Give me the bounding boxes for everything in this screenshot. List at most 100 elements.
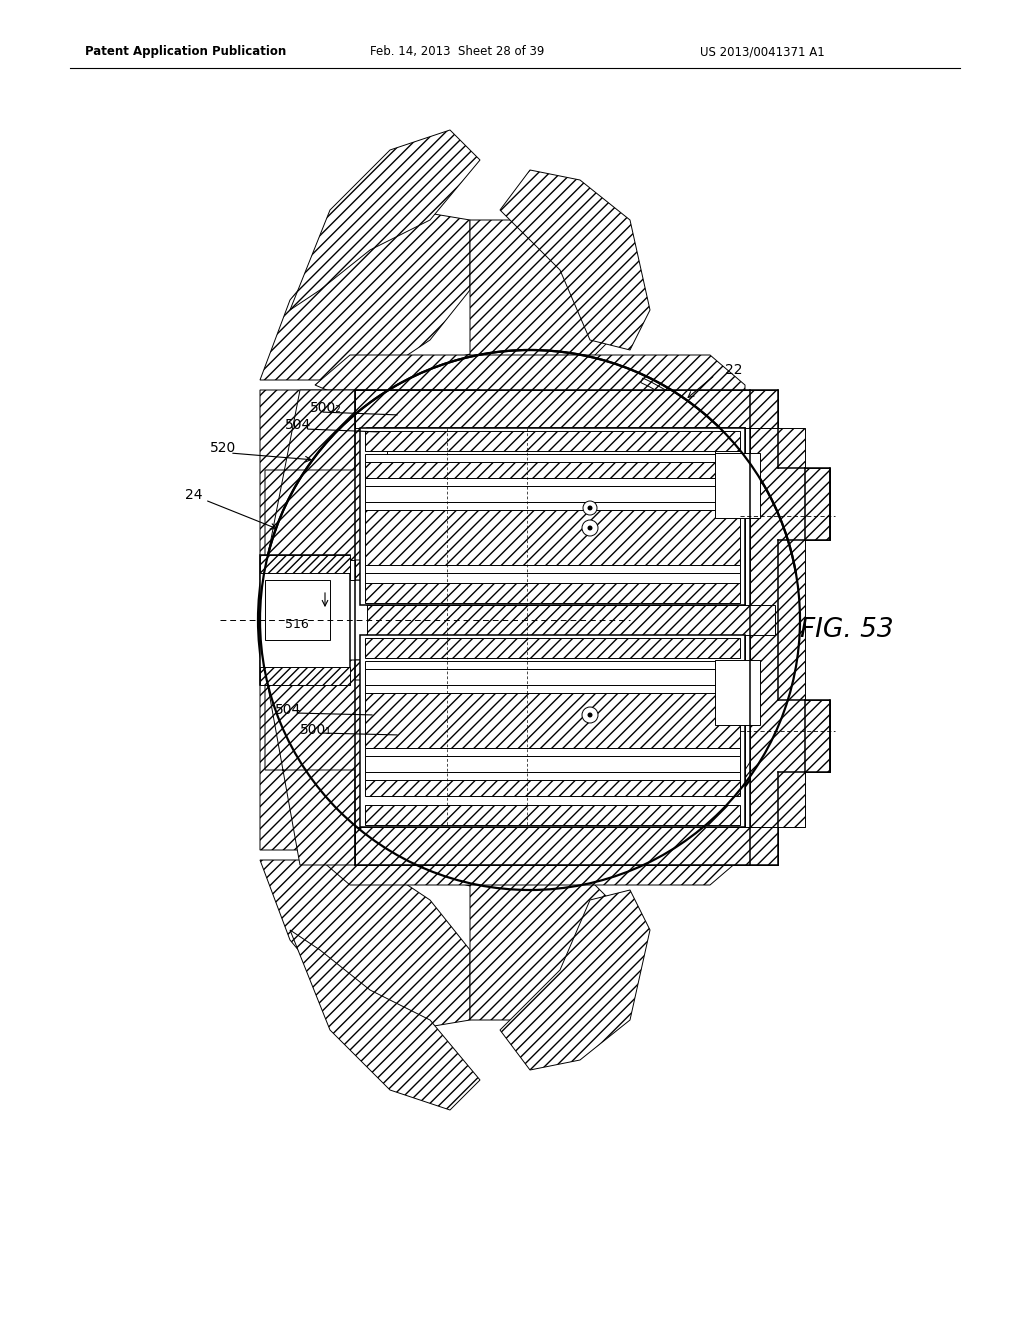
Circle shape <box>258 348 802 892</box>
Bar <box>365 669 740 685</box>
Text: 22: 22 <box>725 363 742 378</box>
Polygon shape <box>260 389 520 579</box>
Text: 24: 24 <box>185 488 203 502</box>
Bar <box>367 570 745 582</box>
Bar <box>367 552 745 564</box>
Polygon shape <box>315 840 745 884</box>
Bar <box>367 469 745 480</box>
Polygon shape <box>355 828 778 865</box>
Bar <box>367 759 745 771</box>
Bar <box>365 638 740 657</box>
Bar <box>360 428 745 605</box>
Bar <box>367 587 745 605</box>
Text: FIG. 53: FIG. 53 <box>800 616 894 643</box>
Bar <box>365 780 740 796</box>
Text: 520: 520 <box>210 441 237 455</box>
Circle shape <box>588 525 593 531</box>
Bar <box>367 582 745 587</box>
Bar <box>365 805 740 825</box>
Bar <box>260 554 350 573</box>
Bar <box>367 686 745 693</box>
Bar <box>260 554 350 685</box>
Text: 500₁: 500₁ <box>300 723 332 737</box>
Polygon shape <box>315 355 745 400</box>
Bar <box>367 462 745 469</box>
Bar <box>365 486 740 502</box>
Polygon shape <box>355 660 500 680</box>
Polygon shape <box>470 861 610 1020</box>
Bar <box>367 587 745 597</box>
Bar <box>365 661 740 669</box>
Bar <box>365 502 740 510</box>
Bar <box>367 771 745 777</box>
Circle shape <box>588 713 593 718</box>
Bar <box>360 635 745 828</box>
Bar <box>365 478 740 486</box>
Circle shape <box>582 520 598 536</box>
Polygon shape <box>350 560 355 579</box>
Bar <box>367 669 745 675</box>
Bar <box>367 635 745 828</box>
Bar <box>260 667 350 685</box>
Bar <box>365 462 740 478</box>
Bar <box>367 480 745 486</box>
Polygon shape <box>260 660 520 850</box>
Polygon shape <box>260 861 470 1030</box>
Circle shape <box>588 713 593 718</box>
Bar <box>367 752 745 759</box>
Bar <box>387 450 715 469</box>
Bar <box>365 685 740 693</box>
Polygon shape <box>265 671 355 865</box>
Text: 504: 504 <box>275 704 301 717</box>
Bar <box>367 564 745 570</box>
Bar <box>365 510 740 565</box>
Circle shape <box>582 708 598 723</box>
Polygon shape <box>470 220 610 380</box>
Bar <box>367 803 745 814</box>
Polygon shape <box>265 389 355 570</box>
Bar <box>367 546 745 552</box>
Bar <box>265 579 330 640</box>
Polygon shape <box>355 560 500 579</box>
Polygon shape <box>290 129 480 310</box>
Bar <box>355 389 750 428</box>
Bar <box>367 450 745 462</box>
Polygon shape <box>355 389 778 428</box>
Bar <box>715 660 760 725</box>
Bar <box>365 432 740 451</box>
Wedge shape <box>641 378 797 862</box>
Bar <box>367 777 745 789</box>
Bar <box>367 809 745 828</box>
Polygon shape <box>367 605 775 635</box>
Bar <box>365 454 740 462</box>
Circle shape <box>588 506 593 511</box>
Bar <box>367 635 745 657</box>
Bar <box>365 748 740 756</box>
Bar <box>365 565 740 573</box>
Text: Patent Application Publication: Patent Application Publication <box>85 45 287 58</box>
Polygon shape <box>750 428 830 828</box>
Bar <box>715 453 760 517</box>
Text: 504: 504 <box>285 418 311 432</box>
Bar <box>367 657 745 669</box>
Bar <box>365 693 740 748</box>
Bar <box>387 469 750 478</box>
Bar <box>367 486 745 546</box>
Bar <box>365 772 740 780</box>
Polygon shape <box>500 890 650 1071</box>
Text: 500₂: 500₂ <box>310 401 342 414</box>
Bar <box>365 573 740 589</box>
Bar <box>367 693 745 752</box>
Bar <box>367 789 745 795</box>
Bar <box>355 828 750 865</box>
Text: US 2013/0041371 A1: US 2013/0041371 A1 <box>700 45 824 58</box>
Polygon shape <box>500 170 650 350</box>
Circle shape <box>583 708 597 722</box>
Circle shape <box>583 502 597 515</box>
Bar <box>367 795 745 803</box>
Bar <box>365 583 740 603</box>
Bar <box>367 428 745 450</box>
Polygon shape <box>290 931 480 1110</box>
Bar <box>367 428 745 605</box>
Text: Feb. 14, 2013  Sheet 28 of 39: Feb. 14, 2013 Sheet 28 of 39 <box>370 45 545 58</box>
